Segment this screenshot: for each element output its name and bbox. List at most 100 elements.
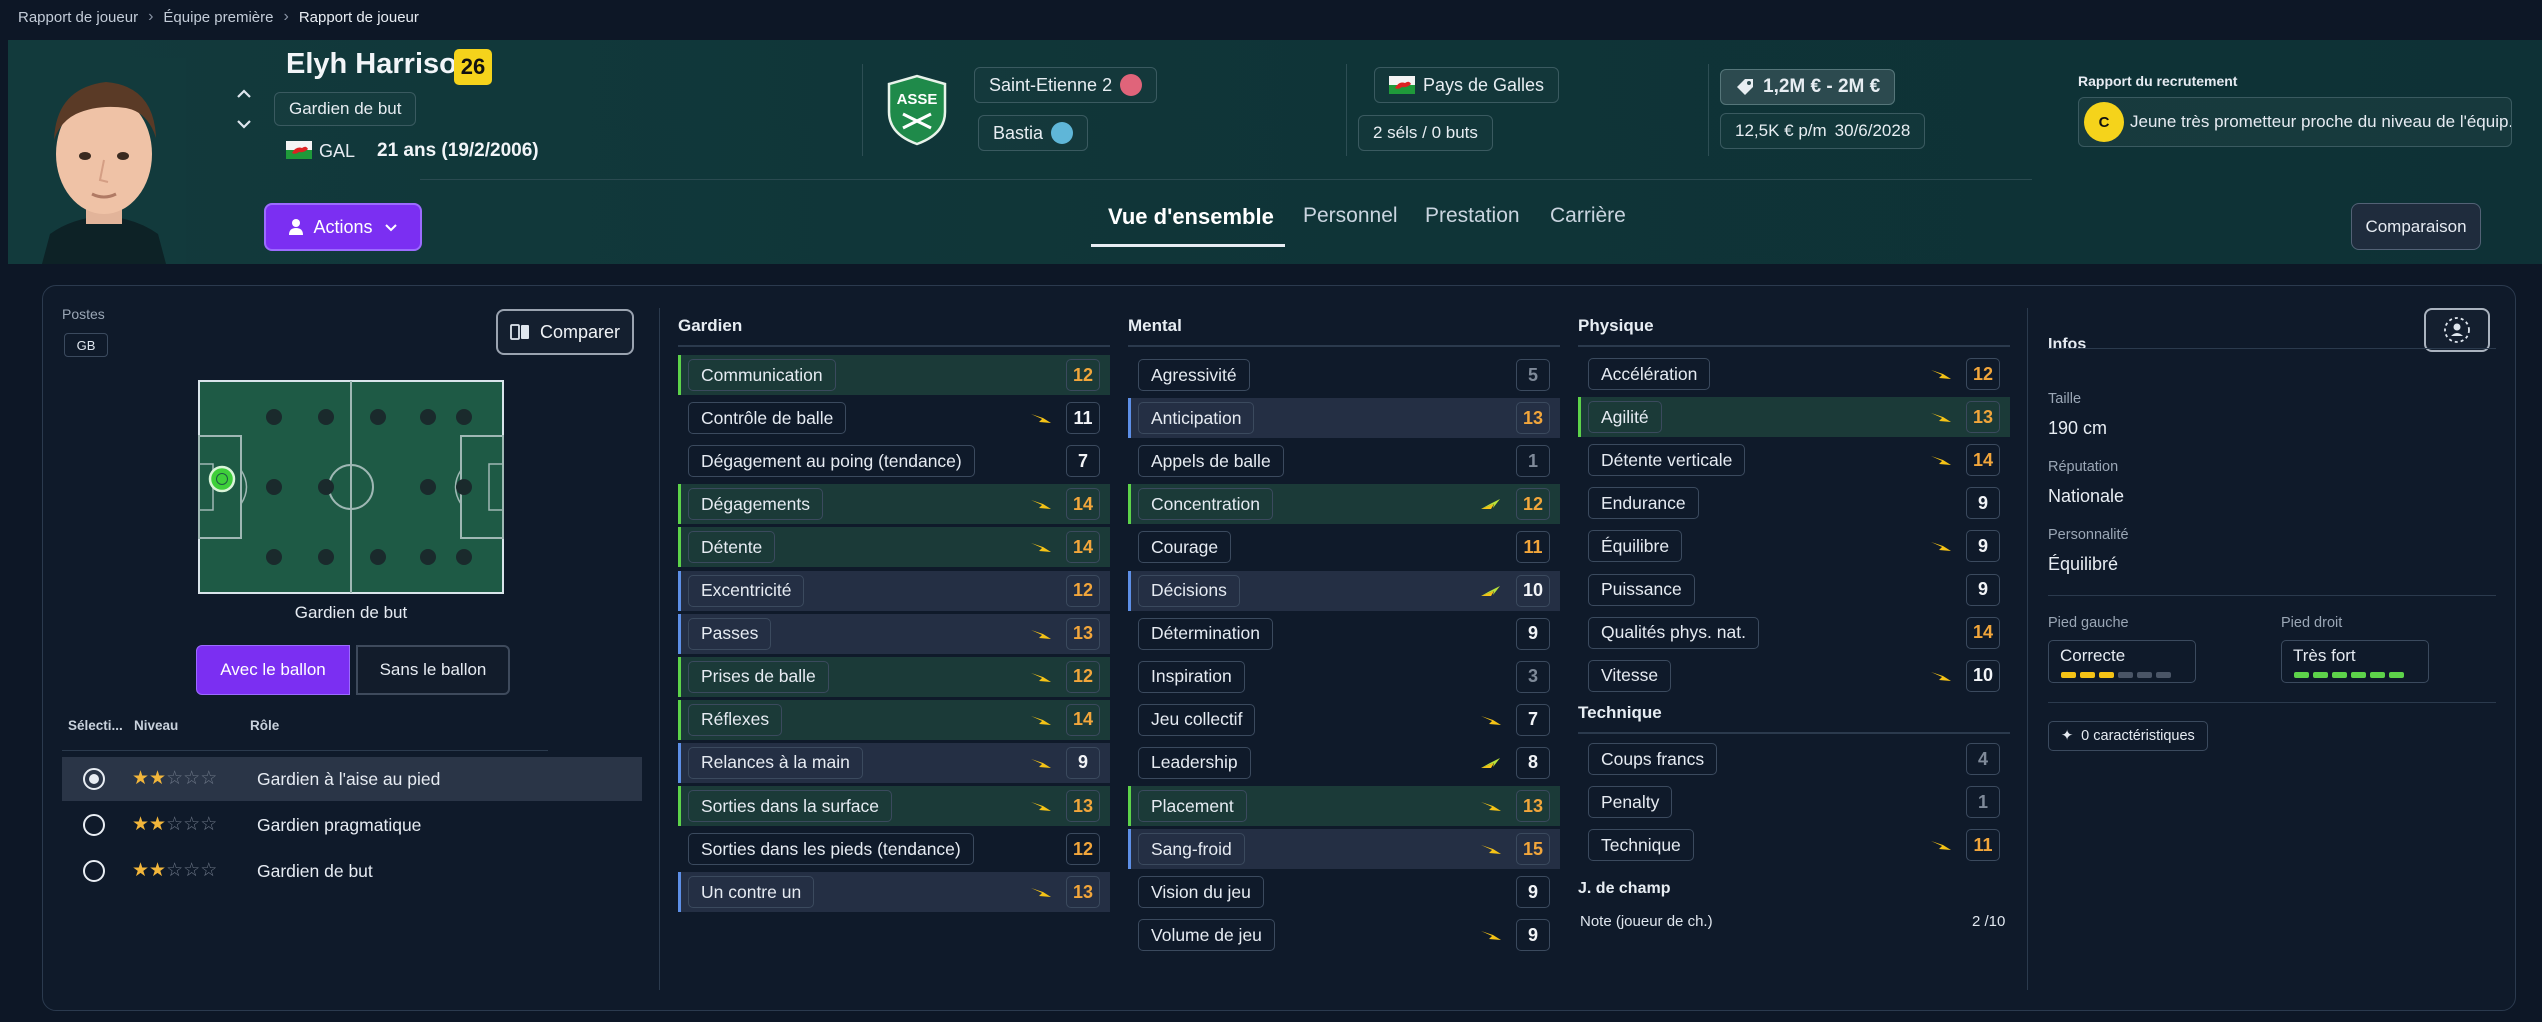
compare-button[interactable]: Comparer <box>496 309 634 355</box>
field-player-header: J. de champ <box>1578 880 1671 897</box>
tab-career[interactable]: Carrière <box>1550 204 1626 227</box>
international-caps: 2 séls / 0 buts <box>1358 115 1493 151</box>
attribute-row[interactable]: Courage 11 <box>1128 527 1560 567</box>
attribute-row[interactable]: Prises de balle 12 <box>678 656 1110 697</box>
attribute-row[interactable]: Agilité 13 <box>1578 397 2010 438</box>
trend-arrow-icon <box>1031 888 1051 898</box>
trend-arrow-icon <box>1480 927 1502 943</box>
attribute-row[interactable]: Contrôle de balle 11 <box>678 398 1110 438</box>
trend-arrow-icon <box>1031 802 1051 811</box>
attribute-row[interactable]: Équilibre 9 <box>1578 526 2010 566</box>
tab-performance[interactable]: Prestation <box>1425 204 1520 227</box>
attribute-row[interactable]: Volume de jeu 9 <box>1128 915 1560 955</box>
attribute-label: Sorties dans les pieds (tendance) <box>688 833 974 866</box>
attribute-value: 4 <box>1966 743 2000 775</box>
player-profile-button[interactable] <box>2424 308 2490 352</box>
attribute-row[interactable]: Qualités phys. nat. 14 <box>1578 613 2010 653</box>
attribute-row[interactable]: Relances à la main 9 <box>678 742 1110 783</box>
tab-personal[interactable]: Personnel <box>1303 204 1398 227</box>
role-row[interactable]: ★★☆☆☆ Gardien à l'aise au pied <box>62 757 642 801</box>
pitch-diagram[interactable] <box>198 380 504 594</box>
recruitment-report[interactable]: C Jeune très prometteur proche du niveau… <box>2078 97 2512 147</box>
current-club-chip[interactable]: Saint-Etienne 2 <box>974 67 1158 103</box>
attribute-label: Technique <box>1588 829 1694 862</box>
attribute-value: 11 <box>1966 829 2000 862</box>
attribute-row[interactable]: Coups francs 4 <box>1578 739 2010 779</box>
attribute-row[interactable]: Détente 14 <box>678 527 1110 568</box>
attribute-row[interactable]: Concentration 12 <box>1128 484 1560 525</box>
attribute-value: 8 <box>1516 746 1550 779</box>
actions-button[interactable]: Actions <box>264 203 422 251</box>
reputation-label: Réputation <box>2048 459 2119 475</box>
trend-arrow-icon <box>1480 583 1502 599</box>
previous-player-icon[interactable] <box>234 84 254 104</box>
attribute-value: 13 <box>1066 617 1100 650</box>
next-player-icon[interactable] <box>234 114 254 134</box>
breadcrumb-item[interactable]: Équipe première <box>163 8 274 26</box>
attribute-label: Vision du jeu <box>1138 876 1264 909</box>
attribute-label: Un contre un <box>688 876 815 909</box>
recruitment-title: Rapport du recrutement <box>2078 73 2238 89</box>
attribute-row[interactable]: Détermination 9 <box>1128 614 1560 654</box>
attribute-value: 14 <box>1066 703 1100 736</box>
transfer-value-chip[interactable]: 1,2M € - 2M € <box>1720 69 1896 105</box>
attribute-row[interactable]: Inspiration 3 <box>1128 657 1560 697</box>
with-ball-toggle[interactable]: Avec le ballon <box>196 645 350 695</box>
attribute-row[interactable]: Accélération 12 <box>1578 354 2010 394</box>
divider <box>1708 64 1709 156</box>
role-radio[interactable] <box>83 814 105 836</box>
attribute-row[interactable]: Appels de balle 1 <box>1128 441 1560 481</box>
left-foot-chip: Correcte <box>2048 640 2196 683</box>
role-radio[interactable] <box>83 860 105 882</box>
attribute-label: Appels de balle <box>1138 445 1284 478</box>
attribute-row[interactable]: Dégagements 14 <box>678 484 1110 525</box>
attribute-row[interactable]: Agressivité 5 <box>1128 355 1560 395</box>
attribute-row[interactable]: Dégagement au poing (tendance) 7 <box>678 441 1110 481</box>
positions-label: Postes <box>62 306 105 322</box>
traits-chip[interactable]: ✦ 0 caractéristiques <box>2048 721 2208 751</box>
attribute-row[interactable]: Réflexes 14 <box>678 699 1110 740</box>
attribute-row[interactable]: Endurance 9 <box>1578 483 2010 523</box>
tab-overview[interactable]: Vue d'ensemble <box>1108 204 1274 229</box>
role-row[interactable]: ★★☆☆☆ Gardien pragmatique <box>62 803 642 847</box>
attribute-row[interactable]: Sang-froid 15 <box>1128 829 1560 870</box>
attribute-row[interactable]: Sorties dans la surface 13 <box>678 786 1110 826</box>
attribute-row[interactable]: Technique 11 <box>1578 825 2010 865</box>
trend-arrow-icon <box>1930 409 1952 425</box>
attribute-row[interactable]: Placement 13 <box>1128 786 1560 826</box>
attribute-row[interactable]: Décisions 10 <box>1128 570 1560 611</box>
meter-segment <box>2156 672 2171 678</box>
trend-arrow-icon <box>1480 496 1502 512</box>
attribute-row[interactable]: Leadership 8 <box>1128 743 1560 783</box>
attribute-label: Contrôle de balle <box>688 402 847 435</box>
mental-header: Mental <box>1128 316 1182 335</box>
attribute-row[interactable]: Vitesse 10 <box>1578 656 2010 696</box>
attribute-row[interactable]: Jeu collectif 7 <box>1128 700 1560 740</box>
attribute-value: 13 <box>1066 876 1100 909</box>
trend-arrow-icon <box>1030 539 1052 555</box>
trend-arrow-icon <box>1030 410 1052 426</box>
attribute-row[interactable]: Excentricité 12 <box>678 570 1110 611</box>
without-ball-toggle[interactable]: Sans le ballon <box>356 645 510 695</box>
attribute-value: 5 <box>1516 359 1550 391</box>
position-badge: GB <box>64 333 108 357</box>
attribute-row[interactable]: Vision du jeu 9 <box>1128 872 1560 912</box>
country-chip[interactable]: Pays de Galles <box>1374 67 1560 103</box>
attribute-row[interactable]: Puissance 9 <box>1578 570 2010 610</box>
attribute-row[interactable]: Détente verticale 14 <box>1578 440 2010 480</box>
attribute-row[interactable]: Communication 12 <box>678 355 1110 395</box>
attribute-row[interactable]: Un contre un 13 <box>678 872 1110 913</box>
attribute-row[interactable]: Anticipation 13 <box>1128 398 1560 439</box>
loan-club-chip[interactable]: Bastia <box>978 115 1089 151</box>
attribute-row[interactable]: Sorties dans les pieds (tendance) 12 <box>678 829 1110 869</box>
attribute-value: 13 <box>1516 402 1550 435</box>
role-row[interactable]: ★★☆☆☆ Gardien de but <box>62 849 642 893</box>
comparison-button[interactable]: Comparaison <box>2351 203 2481 250</box>
attribute-row[interactable]: Passes 13 <box>678 613 1110 654</box>
breadcrumb-item[interactable]: Rapport de joueur <box>18 8 139 26</box>
role-radio[interactable] <box>83 768 105 790</box>
attribute-row[interactable]: Penalty 1 <box>1578 782 2010 822</box>
trend-arrow-icon <box>1931 456 1951 466</box>
attribute-value: 12 <box>1516 488 1550 521</box>
meter-segment <box>2370 672 2385 678</box>
